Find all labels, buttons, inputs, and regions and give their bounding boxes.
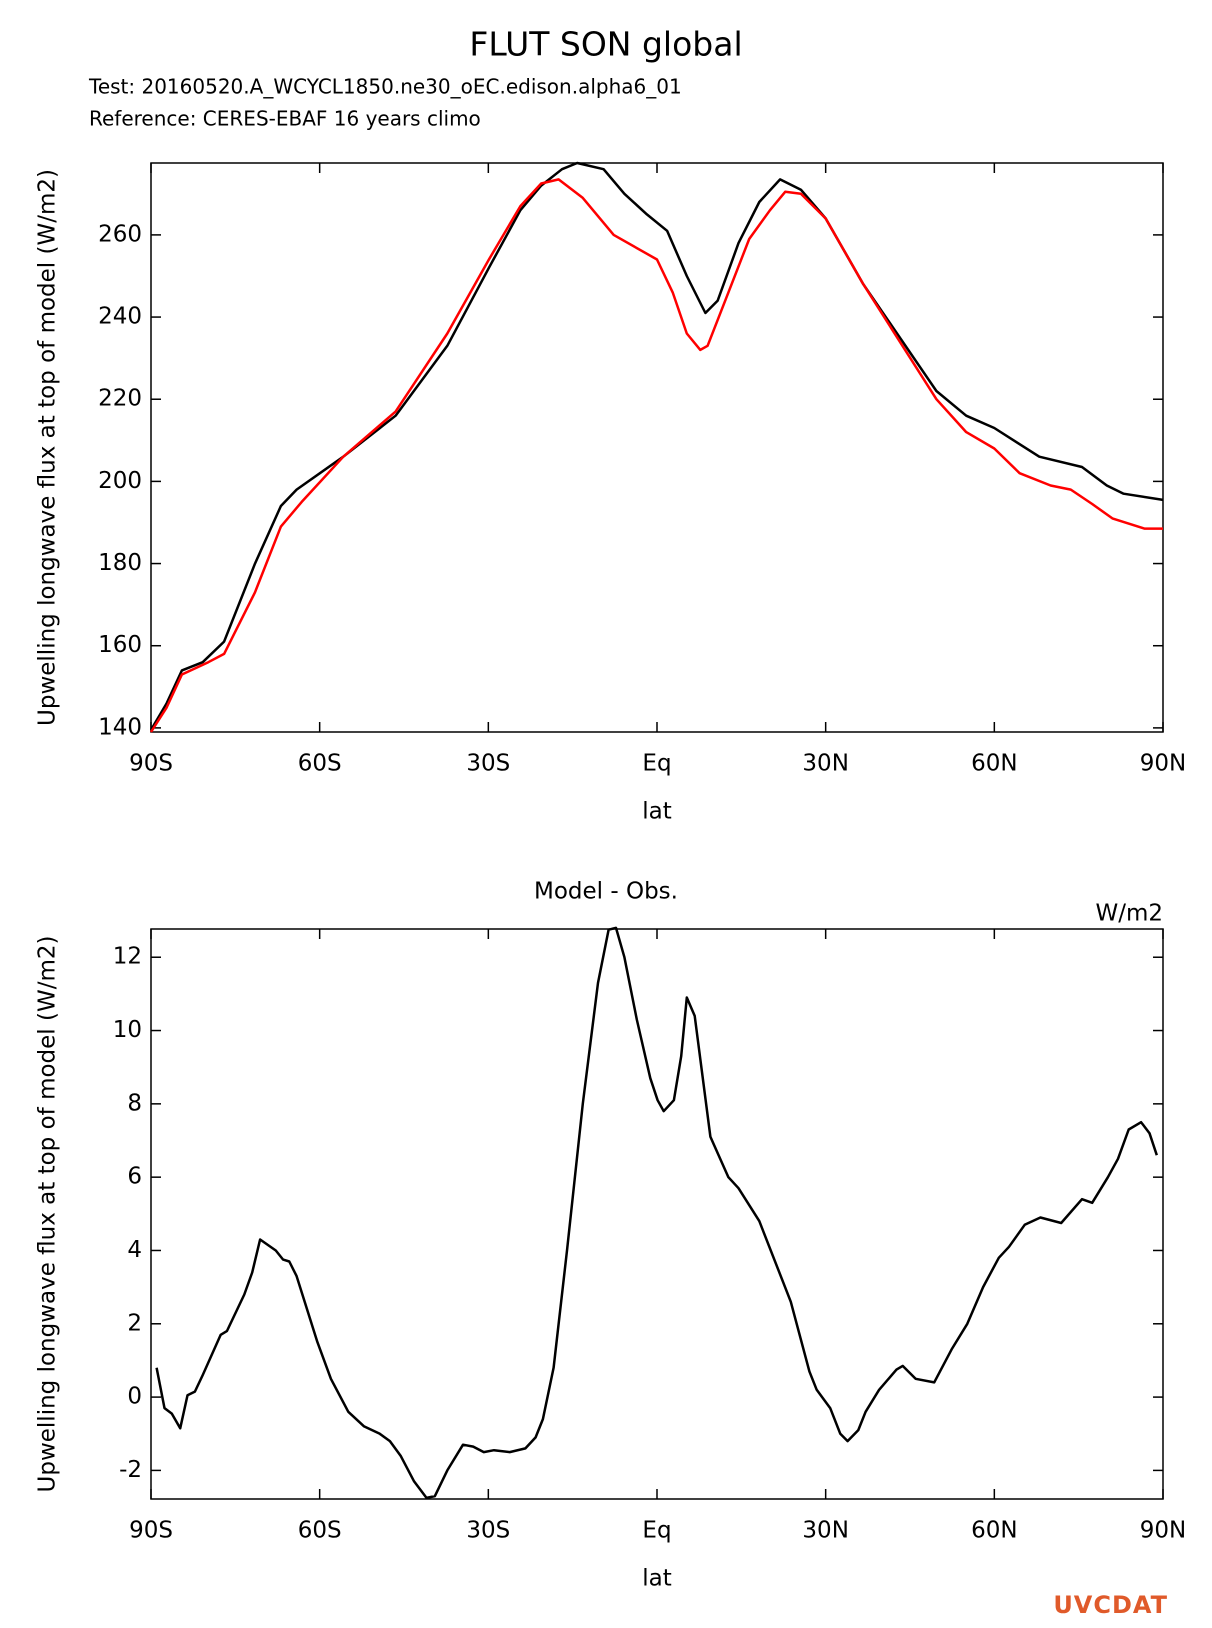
x-tick-label: 30S <box>466 1518 510 1544</box>
y-axis-label: Upwelling longwave flux at top of model … <box>35 169 61 726</box>
y-tick-label: 240 <box>98 304 142 330</box>
y-tick-label: 220 <box>98 386 142 412</box>
x-tick-label: 90N <box>1140 751 1186 777</box>
logo: UVCDAT <box>1053 1591 1168 1619</box>
series-line <box>149 178 1163 733</box>
y-tick-label: 4 <box>127 1237 142 1263</box>
x-tick-label: 30N <box>802 751 848 777</box>
y-tick-label: 180 <box>98 550 142 576</box>
x-tick-label: 60N <box>971 751 1017 777</box>
series-line <box>149 161 1164 731</box>
y-tick-label: 260 <box>98 221 142 247</box>
x-axis-label: lat <box>642 1566 672 1592</box>
x-tick-label: Eq <box>642 751 671 777</box>
chart-title: FLUT SON global <box>469 25 742 64</box>
legend-reference: Reference: CERES-EBAF 16 years climo <box>89 107 481 131</box>
x-tick-label: 60S <box>298 751 342 777</box>
series-line <box>155 926 1158 1500</box>
y-tick-label: 140 <box>98 714 142 740</box>
x-tick-label: 60S <box>298 1518 342 1544</box>
y-tick-label: 6 <box>127 1164 142 1190</box>
y-tick-label: 8 <box>127 1090 142 1116</box>
y-axis-label: Upwelling longwave flux at top of model … <box>35 936 61 1493</box>
y-tick-label: 12 <box>113 944 142 970</box>
x-tick-label: 60N <box>971 1518 1017 1544</box>
plot-frame <box>150 162 1164 733</box>
x-tick-label: Eq <box>642 1518 671 1544</box>
x-tick-label: 90S <box>129 1518 173 1544</box>
panel-title: Model - Obs. <box>534 879 678 905</box>
x-axis-label: lat <box>642 799 672 825</box>
units-label: W/m2 <box>1095 901 1163 927</box>
legend-test: Test: 20160520.A_WCYCL1850.ne30_oEC.edis… <box>88 75 682 99</box>
y-tick-label: 10 <box>113 1017 142 1043</box>
y-tick-label: 200 <box>98 468 142 494</box>
plot-frame <box>150 928 1164 1500</box>
x-tick-label: 90S <box>129 751 173 777</box>
x-tick-label: 30N <box>802 1518 848 1544</box>
y-tick-label: 2 <box>127 1310 142 1336</box>
x-tick-label: 30S <box>466 751 510 777</box>
y-tick-label: 0 <box>127 1384 142 1410</box>
y-tick-label: 160 <box>98 632 142 658</box>
y-tick-label: -2 <box>119 1457 142 1483</box>
x-tick-label: 90N <box>1140 1518 1186 1544</box>
